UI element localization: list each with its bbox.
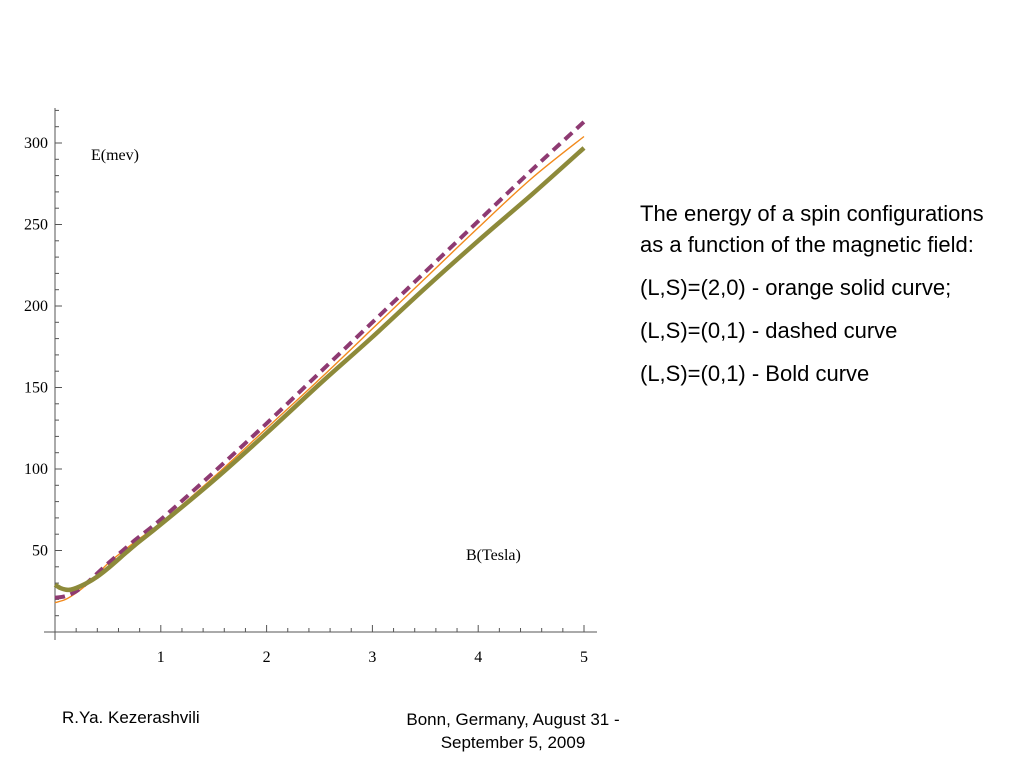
chart-ticks: 50 100 150 200 250 300 1 2 3 4 5 xyxy=(24,109,588,666)
chart-series xyxy=(53,120,586,604)
x-tick-label: 3 xyxy=(368,649,376,666)
description-line-2: (L,S)=(2,0) - orange solid curve; xyxy=(640,275,952,300)
y-tick-label: 150 xyxy=(24,380,48,397)
description-line-4: (L,S)=(0,1) - Bold curve xyxy=(640,361,870,386)
x-tick-label: 2 xyxy=(263,649,271,666)
chart-axes xyxy=(44,108,597,640)
footer-author: R.Ya. Kezerashvili xyxy=(62,708,200,727)
y-tick-label: 250 xyxy=(24,217,48,234)
energy-chart: 50 100 150 200 250 300 1 2 3 4 5 E(mev) B(Tesla) xyxy=(24,108,597,666)
y-tick-label: 100 xyxy=(24,461,48,478)
footer-venue: Bonn, Germany, August 31 - September 5, … xyxy=(406,710,620,752)
x-tick-label: 5 xyxy=(580,649,588,666)
series-dashed xyxy=(54,120,586,600)
y-tick-label: 300 xyxy=(24,135,48,152)
y-tick-label: 200 xyxy=(24,298,48,315)
x-tick-label: 1 xyxy=(157,649,165,666)
series-orange-solid xyxy=(54,135,585,604)
description-line-3: (L,S)=(0,1) - dashed curve xyxy=(640,318,898,343)
y-tick-label: 50 xyxy=(32,543,48,560)
description-line-1: The energy of a spin configurations as a… xyxy=(640,201,984,257)
chart-description: The energy of a spin configurations as a… xyxy=(640,198,1000,401)
x-axis-label: B(Tesla) xyxy=(466,547,521,564)
y-axis-label: E(mev) xyxy=(91,147,139,164)
x-tick-label: 4 xyxy=(474,649,482,666)
series-bold xyxy=(53,146,586,593)
